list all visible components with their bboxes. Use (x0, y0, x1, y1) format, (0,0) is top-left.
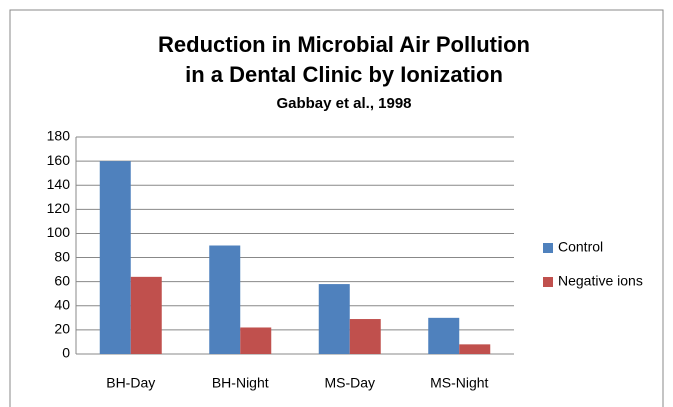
chart-title: in a Dental Clinic by Ionization (185, 62, 503, 87)
legend-label: Negative ions (558, 273, 643, 289)
legend-swatch (543, 277, 553, 287)
bar (209, 245, 241, 354)
bar (318, 284, 350, 354)
y-tick-label: 180 (47, 128, 71, 144)
y-tick-label: 120 (47, 200, 71, 216)
chart-subtitle: Gabbay et al., 1998 (276, 95, 411, 112)
bar (428, 317, 460, 354)
y-tick-label: 160 (47, 152, 71, 168)
legend-swatch (543, 243, 553, 253)
legend-label: Control (558, 239, 603, 255)
chart-frame (9, 9, 664, 407)
bar (240, 327, 272, 354)
y-tick-label: 80 (54, 248, 70, 264)
y-tick-label: 140 (47, 176, 71, 192)
x-tick-label: BH-Day (106, 375, 155, 391)
y-tick-label: 20 (54, 321, 70, 337)
bar (99, 161, 131, 354)
y-tick-label: 60 (54, 272, 70, 288)
x-tick-label: MS-Day (324, 375, 375, 391)
y-tick-label: 100 (47, 224, 71, 240)
y-tick-label: 40 (54, 296, 70, 312)
bar (349, 319, 381, 354)
chart-title: Reduction in Microbial Air Pollution (158, 32, 530, 57)
bar (459, 344, 491, 354)
x-tick-label: MS-Night (430, 375, 488, 391)
x-tick-label: BH-Night (212, 375, 269, 391)
y-tick-label: 0 (62, 345, 70, 361)
bar (130, 276, 162, 354)
